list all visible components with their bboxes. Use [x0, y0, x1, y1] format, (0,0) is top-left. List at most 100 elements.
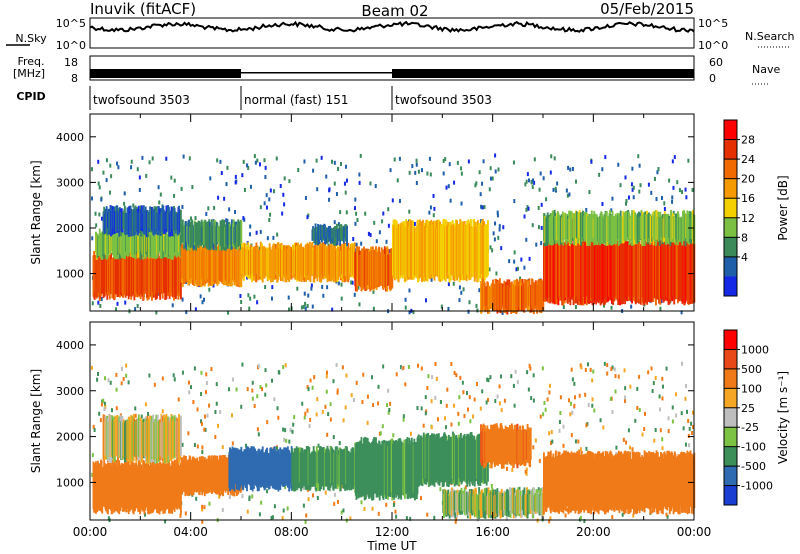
- scatter-pixel: [461, 380, 464, 385]
- scatter-pixel: [391, 198, 394, 203]
- scatter-pixel: [316, 187, 319, 192]
- scatter-pixel: [665, 512, 668, 517]
- scatter-pixel: [483, 204, 486, 209]
- scatter-pixel: [631, 447, 634, 452]
- scatter-pixel: [271, 378, 274, 383]
- scatter-pixel: [277, 415, 280, 420]
- scatter-pixel: [329, 402, 332, 407]
- scatter-pixel: [246, 509, 249, 514]
- scatter-pixel: [260, 500, 263, 505]
- scatter-pixel: [372, 289, 375, 294]
- scatter-pixel: [321, 409, 324, 414]
- scatter-pixel: [124, 300, 127, 305]
- scatter-pixel: [559, 410, 562, 415]
- scatter-pixel: [532, 373, 535, 378]
- scatter-pixel: [674, 392, 677, 397]
- scatter-pixel: [95, 223, 98, 228]
- scatter-pixel: [493, 237, 496, 242]
- scatter-pixel: [194, 307, 197, 312]
- scatter-pixel: [304, 195, 307, 200]
- scatter-pixel: [379, 431, 382, 436]
- scatter-pixel: [268, 217, 271, 222]
- scatter-pixel: [481, 181, 484, 186]
- scatter-pixel: [203, 427, 206, 432]
- cpid-panel: CPID twofsound 3503 normal (fast) 151 twof…: [16, 86, 492, 110]
- scatter-pixel: [381, 219, 384, 224]
- scatter-pixel: [538, 187, 541, 192]
- scatter-pixel: [240, 300, 243, 305]
- scatter-pixel: [249, 224, 252, 229]
- scatter-pixel: [122, 376, 125, 381]
- scatter-pixel: [245, 443, 248, 448]
- scatter-pixel: [219, 159, 222, 164]
- colorbar-swatch: [724, 120, 737, 141]
- scatter-pixel: [387, 410, 390, 415]
- scatter-pixel: [656, 170, 659, 175]
- scatter-pixel: [613, 367, 616, 372]
- scatter-pixel: [231, 441, 234, 446]
- scatter-pixel: [256, 427, 259, 432]
- scatter-pixel: [453, 180, 456, 185]
- scatter-pixel: [151, 156, 154, 161]
- scatter-pixel: [358, 180, 361, 185]
- scatter-pixel: [524, 182, 527, 187]
- scatter-pixel: [457, 421, 460, 426]
- scatter-pixel: [355, 380, 358, 385]
- scatter-pixel: [655, 197, 658, 202]
- scatter-pixel: [570, 367, 573, 372]
- scatter-pixel: [456, 160, 459, 165]
- scatter-pixel: [606, 363, 609, 368]
- scatter-pixel: [489, 176, 492, 181]
- scatter-pixel: [481, 389, 484, 394]
- freq-trace-twofsound: [392, 69, 694, 78]
- scatter-pixel: [421, 168, 424, 173]
- scatter-pixel: [661, 396, 664, 401]
- scatter-pixel: [256, 158, 259, 163]
- scatter-pixel: [253, 294, 256, 299]
- scatter-pixel: [659, 306, 662, 311]
- scatter-pixel: [667, 416, 670, 421]
- scatter-pixel: [93, 428, 96, 433]
- nave-tick-top: 60: [709, 56, 723, 69]
- scatter-pixel: [306, 215, 309, 220]
- scatter-pixel: [562, 305, 565, 310]
- scatter-pixel: [324, 490, 327, 495]
- scatter-pixel: [296, 286, 299, 291]
- scatter-pixel: [494, 169, 497, 174]
- scatter-pixel: [377, 384, 380, 389]
- scatter-pixel: [440, 304, 443, 309]
- scatter-pixel: [667, 429, 670, 434]
- scatter-pixel: [354, 197, 357, 202]
- scatter-pixel: [690, 421, 693, 426]
- scatter-pixel: [529, 366, 532, 371]
- scatter-pixel: [103, 407, 106, 412]
- scatter-pixel: [460, 171, 463, 176]
- scatter-pixel: [374, 184, 377, 189]
- scatter-pixel: [663, 207, 666, 212]
- scatter-pixel: [661, 376, 664, 381]
- scatter-pixel: [502, 225, 505, 230]
- scatter-pixel: [624, 175, 627, 180]
- scatter-pixel: [467, 159, 470, 164]
- scatter-pixel: [212, 283, 215, 288]
- scatter-pixel: [450, 361, 453, 366]
- scatter-pixel: [398, 198, 401, 203]
- scatter-pixel: [420, 406, 423, 411]
- scatter-pixel: [518, 486, 521, 491]
- scatter-pixel: [614, 389, 617, 394]
- scatter-pixel: [535, 242, 538, 247]
- scatter-pixel: [331, 159, 334, 164]
- scatter-pixel: [495, 271, 498, 276]
- scatter-pixel: [173, 377, 176, 382]
- scatter-pixel: [632, 185, 635, 190]
- scatter-pixel: [601, 167, 604, 172]
- scatter-pixel: [562, 424, 565, 429]
- scatter-pixel: [303, 415, 306, 420]
- scatter-pixel: [138, 187, 141, 192]
- scatter-pixel: [584, 367, 587, 372]
- scatter-pixel: [653, 438, 656, 443]
- scatter-pixel: [265, 383, 268, 388]
- scatter-pixel: [494, 399, 497, 404]
- scatter-pixel: [248, 306, 251, 311]
- scatter-pixel: [284, 428, 287, 433]
